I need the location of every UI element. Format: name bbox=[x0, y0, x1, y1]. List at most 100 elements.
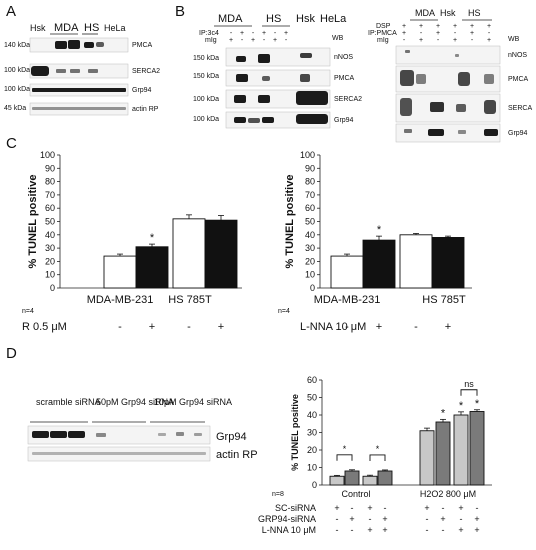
significance-star: * bbox=[441, 407, 446, 419]
bar bbox=[419, 430, 435, 486]
panel-b-left-blot bbox=[225, 47, 331, 129]
sign-mark: + bbox=[284, 30, 288, 37]
group-label: HS 785T bbox=[168, 294, 212, 306]
blot-band bbox=[96, 42, 104, 47]
y-tick-label: 20 bbox=[45, 256, 55, 266]
sign-mark: + bbox=[453, 23, 457, 30]
lane-label: HS bbox=[266, 13, 281, 25]
bar bbox=[431, 237, 465, 289]
panel-a-row-labels: PMCA SERCA2 Grp94 actin RP bbox=[132, 42, 160, 113]
row-label: PMCA bbox=[334, 75, 355, 82]
lane-label: HS bbox=[84, 22, 99, 34]
sign-mark: + bbox=[251, 37, 255, 44]
sign-mark: - bbox=[230, 30, 233, 37]
y-tick-label: 70 bbox=[305, 190, 315, 200]
n-label: n=4 bbox=[278, 308, 290, 315]
blot-band bbox=[262, 117, 274, 123]
mig-label: mIg bbox=[205, 37, 217, 44]
blot-band bbox=[258, 54, 270, 63]
panel-c-letter: C bbox=[6, 135, 17, 152]
condition-sign: + bbox=[458, 525, 463, 535]
panel-d-lane-labels: scramble siRNA 50pM Grp94 siRNA 10pM Grp… bbox=[36, 397, 232, 407]
panel-b-right-signs: + + + + + ++ - + - + -- + - + - + bbox=[402, 23, 491, 44]
y-tick-label: 50 bbox=[305, 217, 315, 227]
treatment-sign: + bbox=[445, 321, 451, 333]
treatment-label: R 0.5 μM bbox=[22, 321, 67, 333]
sign-mark: + bbox=[419, 23, 423, 30]
mw-marker: 45 kDa bbox=[4, 105, 26, 112]
lane-label: MDA bbox=[54, 22, 79, 34]
blot-band bbox=[484, 74, 494, 84]
lane-label: 50pM Grp94 siRNA bbox=[96, 397, 174, 407]
bar bbox=[362, 239, 396, 289]
row-label: Grp94 bbox=[508, 130, 528, 137]
y-tick-label: 10 bbox=[45, 270, 55, 280]
treatment-label: L-NNA 10 μM bbox=[300, 321, 366, 333]
blot-band bbox=[236, 74, 248, 82]
sign-mark: + bbox=[402, 30, 406, 37]
row-label: SERCA2 bbox=[334, 96, 362, 103]
lane-label: HeLa bbox=[104, 23, 126, 33]
row-label: SERCA bbox=[508, 105, 532, 112]
y-tick-label: 10 bbox=[307, 463, 317, 473]
y-tick-label: 40 bbox=[45, 230, 55, 240]
sign-mark: + bbox=[402, 23, 406, 30]
bracket-label: * bbox=[343, 444, 347, 454]
sign-mark: - bbox=[241, 37, 244, 44]
blot-strip bbox=[395, 93, 501, 123]
blot-band bbox=[258, 95, 270, 103]
bar bbox=[103, 255, 137, 289]
significance-star: * bbox=[377, 224, 382, 236]
condition-label: L-NNA 10 μM bbox=[262, 525, 316, 535]
blot-band bbox=[405, 50, 410, 53]
mw-marker: 140 kDa bbox=[4, 42, 30, 49]
blot-band bbox=[416, 74, 426, 84]
lane-label: HS bbox=[468, 8, 481, 18]
y-tick-label: 50 bbox=[45, 217, 55, 227]
lane-label: HeLa bbox=[320, 13, 347, 25]
condition-sign: - bbox=[384, 503, 387, 513]
blot-band bbox=[234, 95, 246, 103]
panel-a-blot bbox=[29, 37, 129, 116]
blot-band bbox=[300, 53, 312, 58]
lane-label: 10pM Grp94 siRNA bbox=[154, 397, 232, 407]
row-label: PMCA bbox=[132, 42, 153, 49]
y-tick-label: 30 bbox=[45, 243, 55, 253]
condition-label: SC-siRNA bbox=[275, 503, 316, 513]
y-tick-label: 30 bbox=[307, 428, 317, 438]
panel-b-right-lane-labels: MDA Hsk HS bbox=[415, 8, 481, 18]
sign-mark: - bbox=[488, 30, 491, 37]
group-label: H2O2 800 μM bbox=[420, 489, 476, 499]
condition-sign: - bbox=[369, 514, 372, 524]
y-tick-label: 60 bbox=[307, 375, 317, 385]
mw-marker: 150 kDa bbox=[193, 55, 219, 62]
treatment-sign: - bbox=[414, 321, 418, 333]
blot-band bbox=[296, 114, 328, 124]
panel-d-blot bbox=[27, 425, 211, 462]
mw-marker: 100 kDa bbox=[4, 67, 30, 74]
sign-mark: - bbox=[403, 37, 406, 44]
significance-bracket bbox=[336, 454, 353, 461]
y-tick-label: 80 bbox=[305, 177, 315, 187]
bar bbox=[362, 475, 378, 486]
y-tick-label: 0 bbox=[50, 283, 55, 293]
y-tick-label: 40 bbox=[305, 230, 315, 240]
row-label: Grp94 bbox=[132, 87, 152, 94]
y-tick-label: 90 bbox=[45, 163, 55, 173]
y-tick-label: 100 bbox=[40, 150, 55, 160]
panel-b-right-blot bbox=[395, 45, 501, 143]
group-label: HS 785T bbox=[422, 294, 466, 306]
sign-mark: + bbox=[273, 37, 277, 44]
condition-sign: + bbox=[349, 514, 354, 524]
n-label: n=4 bbox=[22, 308, 34, 315]
blot-band bbox=[50, 431, 67, 438]
y-tick-label: 0 bbox=[310, 283, 315, 293]
sign-mark: - bbox=[437, 37, 440, 44]
blot-strip bbox=[395, 45, 501, 65]
y-axis-label: % TUNEL positive bbox=[290, 394, 300, 471]
bar bbox=[330, 255, 364, 289]
blot-band bbox=[158, 433, 166, 436]
treatment-sign: + bbox=[376, 321, 382, 333]
lane-label: Hsk bbox=[440, 8, 456, 18]
